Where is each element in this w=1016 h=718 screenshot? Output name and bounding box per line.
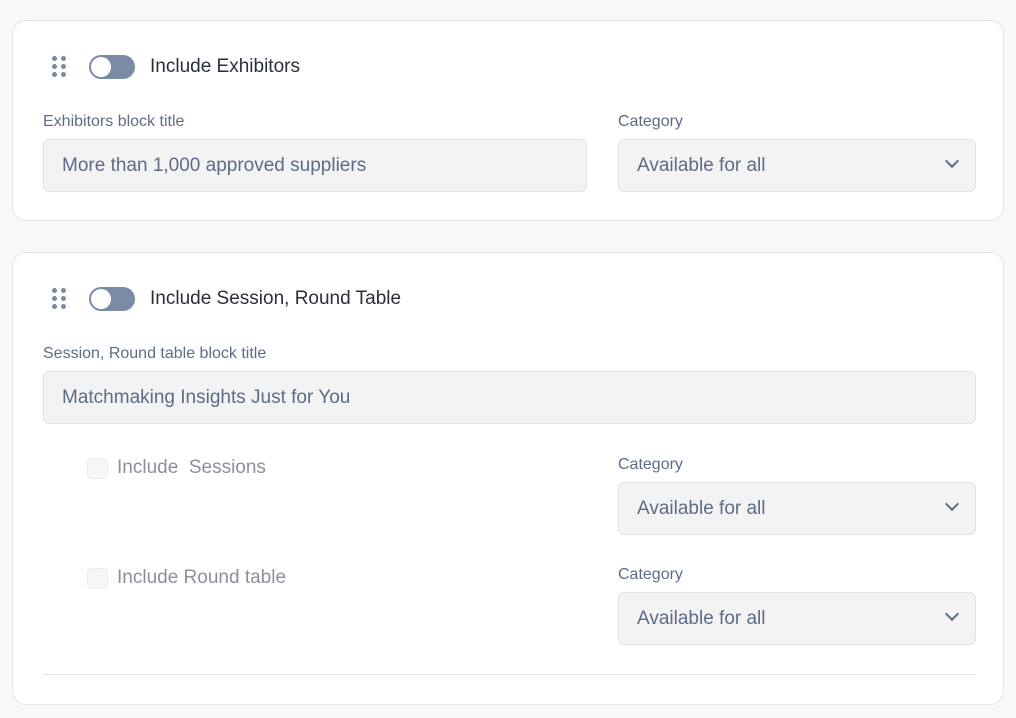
sessions-title-value: Matchmaking Insights Just for You [62,386,351,408]
sessions-card: Include Session, Round Table Session, Ro… [12,252,1004,705]
chevron-down-icon [944,606,960,622]
include-sessions-checkbox[interactable] [87,458,108,479]
include-round-table-label: Include Round table [117,567,287,588]
category-label: Category [618,566,683,583]
include-exhibitors-toggle[interactable] [89,55,135,79]
category-label: Category [618,456,683,473]
exhibitors-title-label: Exhibitors block title [43,113,185,130]
round-table-category-select[interactable]: Available for all [618,592,976,645]
divider [43,674,976,675]
category-value: Available for all [637,497,766,519]
sessions-title-label: Session, Round table block title [43,345,267,362]
include-sessions-label: Include Sessions [117,457,266,478]
include-round-table-checkbox[interactable] [87,568,108,589]
include-sessions-label: Include Session, Round Table [150,288,402,309]
include-sessions-toggle[interactable] [89,287,135,311]
sessions-title-input[interactable]: Matchmaking Insights Just for You [43,371,976,424]
exhibitors-card: Include Exhibitors Exhibitors block titl… [12,20,1004,221]
sessions-category-select[interactable]: Available for all [618,482,976,535]
chevron-down-icon [944,496,960,512]
category-value: Available for all [637,607,766,629]
exhibitors-title-input[interactable]: More than 1,000 approved suppliers [43,139,587,192]
exhibitors-title-value: More than 1,000 approved suppliers [62,154,367,176]
drag-handle-icon[interactable] [52,288,66,310]
drag-handle-icon[interactable] [52,56,66,78]
category-value: Available for all [637,154,766,176]
include-exhibitors-label: Include Exhibitors [150,56,300,77]
exhibitors-category-select[interactable]: Available for all [618,139,976,192]
chevron-down-icon [944,153,960,169]
category-label: Category [618,113,683,130]
